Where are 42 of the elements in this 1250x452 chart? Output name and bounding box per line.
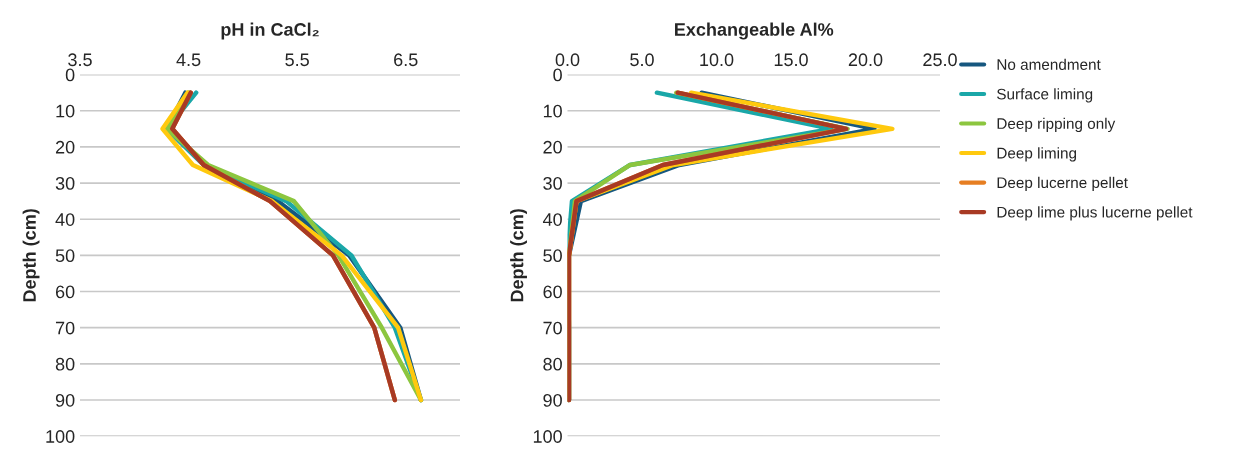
y-tick-label: 100 bbox=[533, 430, 562, 443]
legend-label: Deep lime plus lucerne pellet bbox=[997, 206, 1193, 221]
y-tick-label: 30 bbox=[55, 176, 75, 190]
y-tick-label: 100 bbox=[46, 430, 75, 443]
x-tick-label: 10.0 bbox=[700, 53, 734, 67]
y-tick-label: 50 bbox=[55, 249, 75, 263]
y-tick-label: 80 bbox=[543, 357, 562, 371]
y-tick-label: 10 bbox=[543, 104, 562, 118]
legend-label: Surface liming bbox=[997, 88, 1093, 103]
x-tick-label: 25.0 bbox=[923, 53, 957, 67]
legend-label: Deep lucerne pellet bbox=[997, 176, 1128, 192]
y-tick-label: 20 bbox=[55, 140, 75, 154]
y-tick-label: 40 bbox=[55, 213, 75, 226]
y-tick-label: 0 bbox=[553, 68, 562, 82]
y-tick-label: 80 bbox=[55, 357, 75, 371]
y-tick-label: 50 bbox=[543, 249, 562, 263]
y-tick-label: 70 bbox=[55, 321, 75, 335]
x-tick-label: 5.0 bbox=[630, 53, 654, 67]
y-tick-label: 90 bbox=[55, 393, 75, 407]
x-tick-label: 3.5 bbox=[68, 53, 92, 67]
y-tick-label: 60 bbox=[543, 285, 562, 299]
y-tick-label: 30 bbox=[543, 176, 562, 190]
y-tick-label: 90 bbox=[543, 393, 562, 407]
chart-title: pH in CaCl₂ bbox=[221, 22, 319, 40]
x-tick-label: 0.0 bbox=[555, 53, 580, 67]
y-tick-label: 60 bbox=[55, 285, 75, 299]
y-tick-label: 40 bbox=[542, 213, 562, 226]
x-tick-label: 15.0 bbox=[774, 53, 808, 67]
chart-title: Exchangeable Al% bbox=[675, 22, 834, 40]
y-tick-label: 10 bbox=[56, 104, 75, 118]
y-axis-title: Depth (cm) bbox=[22, 209, 40, 302]
legend-label: Deep ripping only bbox=[997, 117, 1116, 133]
x-tick-label: 4.5 bbox=[176, 53, 201, 67]
y-axis-title: Depth (cm) bbox=[510, 209, 527, 302]
y-tick-label: 70 bbox=[543, 321, 562, 335]
y-tick-label: 0 bbox=[65, 68, 75, 82]
x-tick-label: 5.5 bbox=[285, 53, 309, 67]
legend-label: No amendment bbox=[997, 58, 1101, 70]
x-tick-label: 20.0 bbox=[848, 53, 883, 67]
legend-label: Deep liming bbox=[997, 147, 1077, 162]
x-tick-label: 6.5 bbox=[394, 53, 418, 67]
y-tick-label: 20 bbox=[543, 140, 562, 154]
